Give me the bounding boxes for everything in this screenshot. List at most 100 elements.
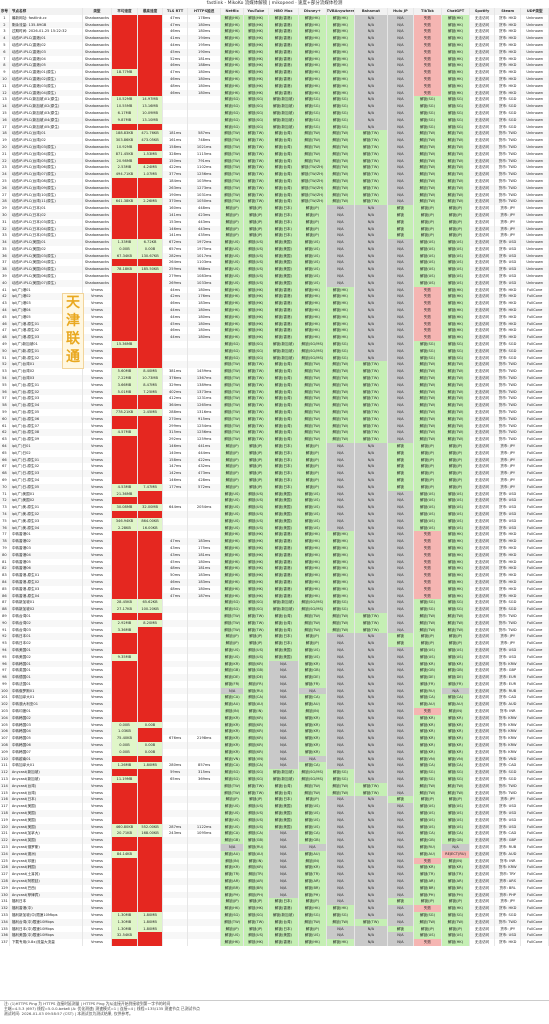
table-row[interactable]: 70 ipl(广)日-原生05 Vmess 4.53MB 7.47MB 177ms 572m… <box>0 483 549 491</box>
table-row[interactable]: 63 ipl(广)台-原生09 Vmess 292ms 1259ms 解锁(TW) 解锁(T… <box>0 436 549 443</box>
header-cell[interactable]: TLS RTT <box>163 8 188 15</box>
table-row[interactable]: 51 ipl(广)新-原生02 Vmess 解锁(SG) 解锁(SG) 解锁(新加坡) 解锁… <box>0 354 549 362</box>
table-row[interactable]: 68 ipl(广)日-原生03 Vmess 142ms 473ms 解锁(JP) 解锁(JP… <box>0 470 549 477</box>
header-cell[interactable]: UDP类型 <box>521 8 549 15</box>
table-row[interactable]: 13 动态IP-IPLC(新加坡)01(原生) Shadowsocks 10.52MB… <box>0 96 549 104</box>
table-row[interactable]: 136 福利美国(中)限速10Mbps Vmess 32.54KB 解锁(US) 解锁(U… <box>0 932 549 940</box>
table-row[interactable]: 74 ipl(广)美-原生02 Vmess 解锁(US) 解锁(US) 解锁(美国) 解锁(… <box>0 510 549 518</box>
table-row[interactable]: 111 中转加拿大01 Vmess 1.26MB 1.80MB 280ms 857ms 解锁(… <box>0 762 549 770</box>
table-row[interactable]: 62 ipl(广)台-原生08 Vmess 4.57MB 315ms 1256ms 解锁(T… <box>0 429 549 437</box>
table-row[interactable]: 78 中转香港02 Vmess 47ms 183ms 解锁(HK) 解锁(HK) 解锁(香港)… <box>0 538 549 545</box>
header-cell[interactable]: Hulu JP <box>387 8 415 15</box>
table-row[interactable]: 39 动态IP-IPLC(美国)06(原生) Shadowsocks 279ms 108… <box>0 273 549 280</box>
table-row[interactable]: 128 Anycast(阿根廷) Vmess 解锁(AR) 解锁(AR) N/A 解锁(AR… <box>0 878 549 885</box>
table-row[interactable]: 103 中转印度01 Vmess 解锁(IN) 解锁(IN) N/A 解锁(IN) N/A N/… <box>0 708 549 715</box>
header-cell[interactable]: 平均速度 <box>112 8 138 15</box>
table-row[interactable]: 54 ipl(广)台湾03 Vmess 7.22MB 10.73MB 376ms 1367m… <box>0 375 549 382</box>
table-row[interactable]: 55 ipl(广)台-原生01 Vmess 3.66MB 8.47MB 329ms 1389… <box>0 381 549 389</box>
table-row[interactable]: 100 中转俄罗斯01 Vmess N/A 解锁(RU) N/A N/A N/A N/A N/A 解… <box>0 687 549 695</box>
table-row[interactable]: 127 Anycast(土耳其) Vmess 解锁(TR) 解锁(TR) N/A 解锁(TR… <box>0 871 549 878</box>
table-row[interactable]: 50 ipl(广)新-原生01 Vmess 解锁(SG) 解锁(SG) 解锁(新加坡) 解锁… <box>0 347 549 355</box>
table-row[interactable]: 71 ipl(广)美国01 Vmess 21.36MB 解锁(US) 解锁(US) 解锁(美… <box>0 490 549 498</box>
table-row[interactable]: 110 中转越南01 Vmess 解锁(VN) 解锁(VN) N/A N/A N/A N/A N/… <box>0 755 549 763</box>
table-row[interactable]: 106 中转韩国04 Vmess 1.03KB 解锁(KR) 解锁(KR) N/A 解锁(KR… <box>0 728 549 736</box>
table-row[interactable]: 95 中转美国02 Vmess 9.35MB 解锁(US) 解锁(US) 解锁(美国) 解锁(… <box>0 653 549 661</box>
table-row[interactable]: 16 动态IP-IPLC(新加坡)04(原生) Shadowsocks 9.87MB 1… <box>0 116 549 124</box>
table-row[interactable]: 22 动态IP-IPLC(台湾)05(原生) Shadowsocks 20.98MB 1… <box>0 157 549 165</box>
table-row[interactable]: 124 Anycast(澳洲) Vmess 84.14KB 解锁(AU) 解锁(AU) N/… <box>0 850 549 858</box>
table-row[interactable]: 133 福利新加坡(中)限速10Mbps Vmess 1.30MB 1.80MB 解锁(S… <box>0 911 549 919</box>
table-row[interactable]: 66 ipl(广)日-原生01 Vmess 158ms 422ms 解锁(JP) 解锁(JP… <box>0 456 549 464</box>
table-row[interactable]: 26 动态IP-IPLC(台湾)09(原生) Shadowsocks 263ms 127… <box>0 184 549 192</box>
table-row[interactable]: 97 中转英国01 Vmess 解锁(GB) 解锁(GB) N/A 解锁(GB) N/A N/A… <box>0 667 549 675</box>
table-row[interactable]: 117 Anycast(美国) Vmess 解锁(US) 解锁(US) 解锁(美国) 解锁(… <box>0 803 549 811</box>
table-row[interactable]: 2 剩余流量: 135.89GB Shadowsocks 47ms 180ms 解锁(HK… <box>0 21 549 29</box>
table-row[interactable]: 43 ipl(广)港03 Vmess 46ms 183ms 解锁(HK) 解锁(HK) 解锁(… <box>0 300 549 308</box>
table-row[interactable]: 96 中转韩国01 Vmess 解锁(KR) 解锁(KR) N/A 解锁(KR) N/A N/A… <box>0 660 549 668</box>
table-row[interactable]: 6 动态IP-IPLC(香港)03 Shadowsocks 45ms 190ms 解锁(H… <box>0 48 549 56</box>
table-row[interactable]: 57 ipl(广)台-原生03 Vmess 412ms 1231ms 解锁(TW) 解锁(T… <box>0 395 549 403</box>
table-row[interactable]: 31 动态IP-IPLC(日本)03(原生) Shadowsocks 153ms 443… <box>0 218 549 226</box>
table-row[interactable]: 101 中转加拿大01 Vmess 解锁(CA) 解锁(CA) N/A 解锁(CA) N/A N… <box>0 694 549 702</box>
table-row[interactable]: 8 动态IP-IPLC(香港)05 Shadowsocks 46ms 188ms 解锁(H… <box>0 62 549 70</box>
table-row[interactable]: 15 动态IP-IPLC(新加坡)03(原生) Shadowsocks 6.17MB 1… <box>0 109 549 117</box>
table-row[interactable]: 67 ipl(广)日-原生02 Vmess 147ms 432ms 解锁(JP) 解锁(JP… <box>0 463 549 471</box>
table-row[interactable]: 121 Anycast(加拿大) Vmess 20.71KB 168.00KB 243ms… <box>0 830 549 838</box>
table-row[interactable]: 93 中转日本02 Vmess 解锁(JP) 解锁(JP) 解锁(日本) 解锁(JP) N/A… <box>0 640 549 647</box>
table-row[interactable]: 108 中转韩国06 Vmess 0.00B 0.00B 解锁(KR) 解锁(KR) N/A 解… <box>0 742 549 749</box>
header-cell[interactable]: ChatGPT <box>441 8 471 15</box>
header-cell[interactable]: HTTPS延迟 <box>187 8 222 15</box>
table-row[interactable]: 28 动态IP-IPLC(台湾)11(原生) Shadowsocks 641.38KB… <box>0 198 549 206</box>
table-row[interactable]: 58 ipl(广)台-原生04 Vmess 364ms 1265ms 解锁(TW) 解锁(T… <box>0 402 549 410</box>
table-row[interactable]: 77 中转香港01 Vmess 解锁(HK) 解锁(HK) 解锁(香港) 解锁(HK) 解锁(… <box>0 531 549 539</box>
table-row[interactable]: 24 动态IP-IPLC(台湾)07(原生) Shadowsocks 494.71KB… <box>0 171 549 178</box>
table-row[interactable]: 89 中转台湾01 Vmess 解锁(TW) 解锁(TW) 解锁(台湾) 解锁(TW) 解锁(… <box>0 612 549 620</box>
table-row[interactable]: 75 ipl(广)美-原生03 Vmess 346.94KB 864.00KB 解锁(US… <box>0 517 549 525</box>
table-row[interactable]: 79 中转香港03 Vmess 43ms 175ms 解锁(HK) 解锁(HK) 解锁(香港)… <box>0 544 549 552</box>
table-row[interactable]: 4 动态IP-IPLC(香港)01 Shadowsocks 41ms 194ms 解锁(H… <box>0 35 549 42</box>
table-row[interactable]: 130 Anycast(菲律宾) Vmess 解锁(PH) 解锁(PH) N/A 解锁(PH… <box>0 891 549 899</box>
table-row[interactable]: 19 动态IP-IPLC(台湾)02 Shadowsocks 303.86KB 473.… <box>0 137 549 144</box>
table-row[interactable]: 114 Anycast(台湾) Vmess 解锁(TW) 解锁(TW) 解锁(台湾) 解锁(… <box>0 782 549 790</box>
table-row[interactable]: 80 中转香港04 Vmess 43ms 181ms 解锁(HK) 解锁(HK) 解锁(香港)… <box>0 551 549 559</box>
table-row[interactable]: 99 中转法国01 Vmess 解锁(FR) 解锁(FR) N/A 解锁(FR) N/A N/A… <box>0 680 549 688</box>
table-row[interactable]: 44 ipl(广)港04 Vmess 44ms 180ms 解锁(HK) 解锁(HK) 解锁(… <box>0 307 549 314</box>
table-row[interactable]: 115 Anycast(台湾) Vmess 解锁(TW) 解锁(TW) 解锁(台湾) 解锁(… <box>0 789 549 797</box>
table-row[interactable]: 69 ipl(广)日-原生04 Vmess 146ms 428ms 解锁(JP) 解锁(JP… <box>0 476 549 484</box>
table-row[interactable]: 36 动态IP-IPLC(美国)03(原生) Shadowsocks 67.34KB 1… <box>0 252 549 260</box>
table-row[interactable]: 25 动态IP-IPLC(台湾)08(原生) Shadowsocks 184ms 103… <box>0 177 549 185</box>
table-row[interactable]: 132 福利香港(中) Vmess 解锁(HK) 解锁(HK) 解锁(香港) 解锁(HK) 解… <box>0 905 549 912</box>
table-row[interactable]: 122 Anycast(英国) Vmess 解锁(GB) 解锁(GB) N/A 解锁(GB)… <box>0 837 549 845</box>
table-row[interactable]: 3 过期时间: 2026-01-25 15:22:32 Shadowsocks 46m… <box>0 28 549 36</box>
table-row[interactable]: 90 中转台湾02 Vmess 2.92MB 8.20MB 解锁(TW) 解锁(TW) 解锁(… <box>0 619 549 627</box>
table-row[interactable]: 82 中转香港06 Vmess 48ms 181ms 解锁(HK) 解锁(HK) 解锁(香港)… <box>0 565 549 573</box>
table-row[interactable]: 81 中转香港05 Vmess 45ms 180ms 解锁(HK) 解锁(HK) 解锁(香港)… <box>0 558 549 566</box>
table-row[interactable]: 9 动态IP-IPLC(香港)01(原生) Shadowsocks 18.77MB 47… <box>0 69 549 76</box>
header-cell[interactable]: Spotify <box>470 8 495 15</box>
table-row[interactable]: 123 Anycast(俄罗斯) Vmess N/A 解锁(RU) N/A N/A N/A N/… <box>0 844 549 851</box>
table-row[interactable]: 91 中转台湾03 Vmess 3.36MB 解锁(TW) 解锁(TW) 解锁(台湾) 解锁(… <box>0 626 549 634</box>
header-cell[interactable]: TVBAnywhere <box>326 8 356 15</box>
header-cell[interactable]: 类型 <box>82 8 113 15</box>
table-row[interactable]: 64 ipl(广)日01 Vmess 146ms 441ms 解锁(JP) 解锁(JP) 解锁… <box>0 443 549 450</box>
table-row[interactable]: 45 ipl(广)港05 Vmess 44ms 180ms 解锁(HK) 解锁(HK) 解锁(… <box>0 313 549 321</box>
table-row[interactable]: 56 ipl(广)台-原生02 Vmess 5.01MB 7.25MB 402ms 1373… <box>0 388 549 396</box>
table-row[interactable]: 59 ipl(广)台-原生05 Vmess 778.21KB 2.45MB 288ms 13… <box>0 409 549 416</box>
table-row[interactable]: 104 中转韩国02 Vmess 解锁(KR) 解锁(KR) N/A 解锁(KR) N/A N/… <box>0 714 549 722</box>
table-row[interactable]: 83 中转香港-原生01 Vmess 50ms 183ms 解锁(HK) 解锁(HK) 解锁(… <box>0 572 549 579</box>
table-row[interactable]: 49 ipl(广)新加坡01 Vmess 15.36MB 解锁(SG) 解锁(SG) 解锁(… <box>0 341 549 348</box>
table-row[interactable]: 32 动态IP-IPLC(日本)04(原生) Shadowsocks 146ms 443… <box>0 225 549 233</box>
table-row[interactable]: 40 动态IP-IPLC(美国)07(原生) Shadowsocks 269ms 103… <box>0 279 549 287</box>
table-row[interactable]: 86 中转香港-原生04 Vmess 47ms 187ms 解锁(HK) 解锁(HK) 解锁(… <box>0 592 549 600</box>
table-row[interactable]: 17 动态IP-IPLC(新加坡)05(原生) Shadowsocks 解锁(SG) 解… <box>0 123 549 131</box>
table-row[interactable]: 37 动态IP-IPLC(美国)04(原生) Shadowsocks 264ms 110… <box>0 259 549 267</box>
table-row[interactable]: 105 中转韩国03 Vmess 0.00B 0.00B 解锁(KR) 解锁(KR) N/A 解… <box>0 721 549 729</box>
table-row[interactable]: 14 动态IP-IPLC(新加坡)02(原生) Shadowsocks 10.55MB… <box>0 103 549 110</box>
table-row[interactable]: 33 动态IP-IPLC(日本)05(原生) Shadowsocks 141ms 435… <box>0 232 549 240</box>
table-row[interactable]: 76 ipl(广)美-原生04 Vmess 2.28KB 16.00KB 解锁(US) 解锁… <box>0 524 549 532</box>
table-row[interactable]: 116 Anycast(日本) Vmess 解锁(JP) 解锁(JP) 解锁(日本) 解锁(… <box>0 796 549 804</box>
table-row[interactable]: 113 Anycast(新加坡) Vmess 11.19MB 65ms 369ms 解锁(S… <box>0 776 549 783</box>
table-row[interactable]: 137 下载专用(0.8x)流量大流量 Vmess 解锁(HK) 解锁(HK) 解锁(香港… <box>0 939 549 946</box>
table-row[interactable]: 125 Anycast(印度) Vmess 解锁(IN) 解锁(IN) N/A 解锁(IN)… <box>0 857 549 865</box>
table-row[interactable]: 23 动态IP-IPLC(台湾)06(原生) Shadowsocks 2.53MB 4.… <box>0 164 549 172</box>
